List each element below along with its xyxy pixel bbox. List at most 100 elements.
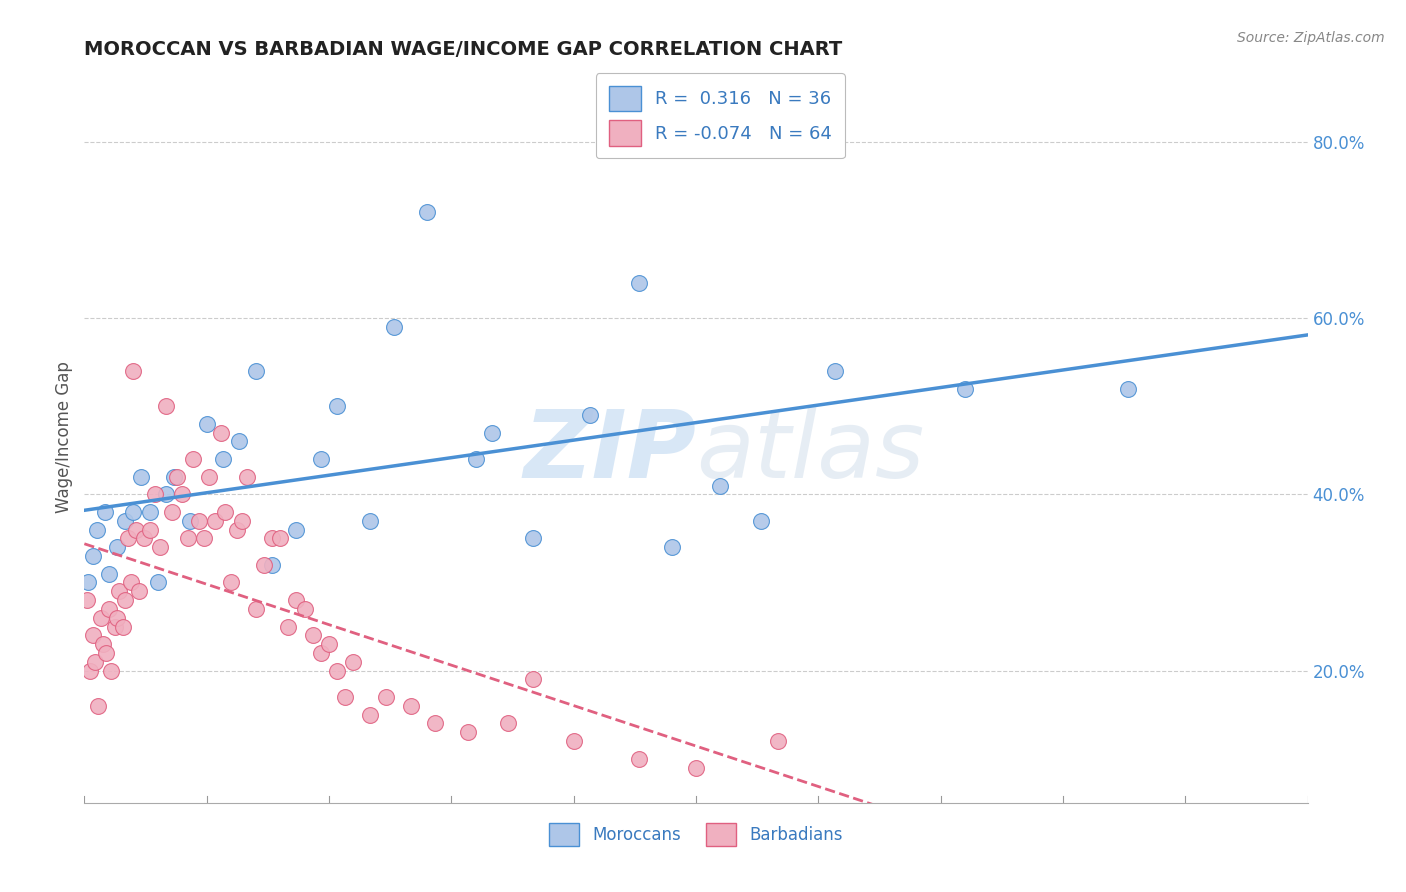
Point	[326, 664, 349, 678]
Point	[193, 532, 215, 546]
Point	[91, 637, 114, 651]
Point	[375, 690, 398, 704]
Point	[231, 514, 253, 528]
Point	[155, 487, 177, 501]
Point	[766, 734, 789, 748]
Point	[661, 540, 683, 554]
Text: MOROCCAN VS BARBADIAN WAGE/INCOME GAP CORRELATION CHART: MOROCCAN VS BARBADIAN WAGE/INCOME GAP CO…	[84, 39, 842, 59]
Text: ZIP: ZIP	[523, 406, 696, 498]
Point	[172, 487, 194, 501]
Point	[219, 575, 242, 590]
Point	[309, 646, 332, 660]
Point	[86, 523, 108, 537]
Point	[236, 469, 259, 483]
Point	[131, 469, 153, 483]
Point	[269, 532, 291, 546]
Point	[277, 619, 299, 633]
Point	[359, 707, 381, 722]
Point	[195, 417, 218, 431]
Point	[114, 593, 136, 607]
Point	[245, 602, 267, 616]
Point	[155, 399, 177, 413]
Point	[423, 716, 446, 731]
Point	[138, 523, 160, 537]
Point	[522, 532, 544, 546]
Point	[562, 734, 585, 748]
Point	[824, 364, 846, 378]
Point	[122, 364, 145, 378]
Point	[82, 628, 104, 642]
Point	[105, 611, 128, 625]
Point	[285, 523, 308, 537]
Point	[416, 205, 439, 219]
Point	[160, 505, 183, 519]
Point	[146, 575, 169, 590]
Point	[228, 434, 250, 449]
Point	[97, 602, 120, 616]
Point	[76, 593, 98, 607]
Point	[627, 752, 650, 766]
Point	[342, 655, 364, 669]
Point	[79, 664, 101, 678]
Point	[132, 532, 155, 546]
Point	[125, 523, 148, 537]
Point	[128, 584, 150, 599]
Point	[953, 382, 976, 396]
Point	[111, 619, 134, 633]
Point	[177, 532, 200, 546]
Point	[260, 558, 283, 572]
Point	[84, 655, 107, 669]
Point	[90, 611, 112, 625]
Point	[143, 487, 166, 501]
Point	[108, 584, 131, 599]
Point	[187, 514, 209, 528]
Point	[318, 637, 340, 651]
Point	[93, 505, 115, 519]
Point	[181, 452, 204, 467]
Point	[1116, 382, 1139, 396]
Point	[77, 575, 100, 590]
Point	[627, 276, 650, 290]
Y-axis label: Wage/Income Gap: Wage/Income Gap	[55, 361, 73, 513]
Point	[326, 399, 349, 413]
Point	[179, 514, 201, 528]
Point	[209, 425, 232, 440]
Point	[335, 690, 357, 704]
Point	[285, 593, 308, 607]
Point	[117, 532, 139, 546]
Point	[260, 532, 283, 546]
Point	[309, 452, 332, 467]
Point	[498, 716, 520, 731]
Point	[294, 602, 316, 616]
Text: atlas: atlas	[696, 406, 924, 497]
Point	[120, 575, 142, 590]
Point	[212, 452, 235, 467]
Point	[105, 540, 128, 554]
Text: Source: ZipAtlas.com: Source: ZipAtlas.com	[1237, 31, 1385, 45]
Point	[100, 664, 122, 678]
Point	[301, 628, 323, 642]
Point	[522, 673, 544, 687]
Point	[97, 566, 120, 581]
Point	[399, 698, 422, 713]
Point	[481, 425, 503, 440]
Point	[225, 523, 247, 537]
Legend: Moroccans, Barbadians: Moroccans, Barbadians	[543, 816, 849, 853]
Point	[245, 364, 267, 378]
Point	[122, 505, 145, 519]
Point	[749, 514, 772, 528]
Point	[709, 478, 731, 492]
Point	[382, 320, 405, 334]
Point	[214, 505, 236, 519]
Point	[685, 760, 707, 774]
Point	[149, 540, 172, 554]
Point	[82, 549, 104, 563]
Point	[103, 619, 125, 633]
Point	[163, 469, 186, 483]
Point	[114, 514, 136, 528]
Point	[198, 469, 221, 483]
Point	[359, 514, 381, 528]
Point	[87, 698, 110, 713]
Point	[464, 452, 486, 467]
Point	[96, 646, 118, 660]
